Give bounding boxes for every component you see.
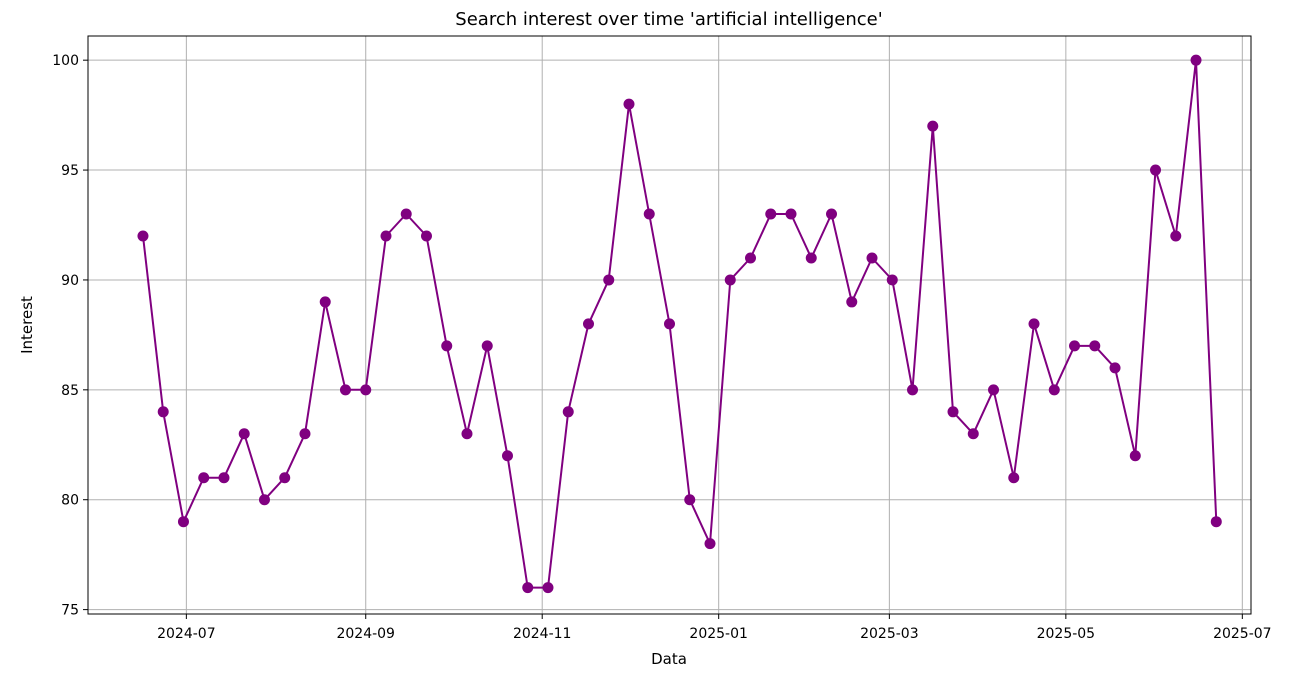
- data-point: [643, 208, 655, 220]
- data-point: [664, 318, 675, 330]
- y-tick-label: 80: [61, 493, 79, 509]
- x-tick-label: 2025-05: [1037, 626, 1096, 642]
- data-point: [542, 582, 554, 594]
- x-tick-label: 2024-11: [513, 626, 572, 642]
- data-point: [967, 428, 979, 440]
- plot-area-frame: [87, 35, 1252, 615]
- axis-ticks: 2024-07 2024-09 2024-11 2025-01 2025-03 2025-…: [52, 53, 1271, 642]
- data-point: [785, 208, 797, 220]
- y-axis-label: Interest: [18, 296, 36, 354]
- data-point: [1150, 164, 1162, 176]
- data-point: [137, 230, 149, 242]
- x-tick-label: 2024-07: [157, 626, 216, 642]
- data-point: [745, 252, 757, 264]
- data-point: [704, 538, 716, 550]
- y-tick-label: 95: [61, 163, 79, 179]
- y-tick-label: 100: [52, 53, 79, 69]
- data-point: [177, 516, 189, 528]
- data-point: [441, 340, 453, 352]
- data-point: [623, 98, 635, 110]
- data-point: [1210, 516, 1222, 528]
- data-point: [846, 296, 858, 308]
- data-point: [501, 450, 513, 462]
- data-point: [765, 208, 777, 220]
- data-point: [339, 384, 351, 396]
- data-point: [1089, 340, 1101, 352]
- data-point: [603, 274, 615, 286]
- data-point: [826, 208, 838, 220]
- x-tick-label: 2024-09: [336, 626, 395, 642]
- data-point: [886, 274, 898, 286]
- data-point: [360, 384, 372, 396]
- x-tick-label: 2025-01: [689, 626, 748, 642]
- x-axis-label: Data: [651, 650, 687, 668]
- data-point: [684, 494, 696, 506]
- data-point: [1048, 384, 1060, 396]
- data-point: [724, 274, 736, 286]
- data-series: [137, 54, 1222, 594]
- data-point: [988, 384, 1000, 396]
- y-tick-label: 90: [61, 273, 79, 289]
- data-point: [1109, 362, 1121, 374]
- data-point: [805, 252, 817, 264]
- data-point: [157, 406, 169, 418]
- data-point: [522, 582, 534, 594]
- data-point: [461, 428, 473, 440]
- x-tick-label: 2025-03: [860, 626, 919, 642]
- data-point: [582, 318, 594, 330]
- y-tick-label: 85: [61, 383, 79, 399]
- series-line: [142, 59, 1218, 589]
- data-point: [1069, 340, 1081, 352]
- data-point: [238, 428, 250, 440]
- data-point: [258, 494, 270, 506]
- data-point: [420, 230, 432, 242]
- data-point: [198, 472, 210, 484]
- y-tick-label: 75: [61, 603, 79, 619]
- data-point: [947, 406, 959, 418]
- data-point: [1129, 450, 1141, 462]
- data-point: [481, 340, 493, 352]
- data-point: [1028, 318, 1040, 330]
- data-point: [279, 472, 291, 484]
- data-point: [299, 428, 311, 440]
- data-point: [1170, 230, 1182, 242]
- data-point: [380, 230, 392, 242]
- data-point: [218, 472, 230, 484]
- data-point: [400, 208, 412, 220]
- data-point: [927, 120, 939, 132]
- x-tick-label: 2025-07: [1213, 626, 1272, 642]
- data-point: [1008, 472, 1020, 484]
- data-point: [866, 252, 878, 264]
- data-point: [907, 384, 919, 396]
- data-point: [1190, 54, 1202, 66]
- data-point: [562, 406, 574, 418]
- chart-title: Search interest over time 'artificial in…: [455, 9, 882, 30]
- data-point: [319, 296, 331, 308]
